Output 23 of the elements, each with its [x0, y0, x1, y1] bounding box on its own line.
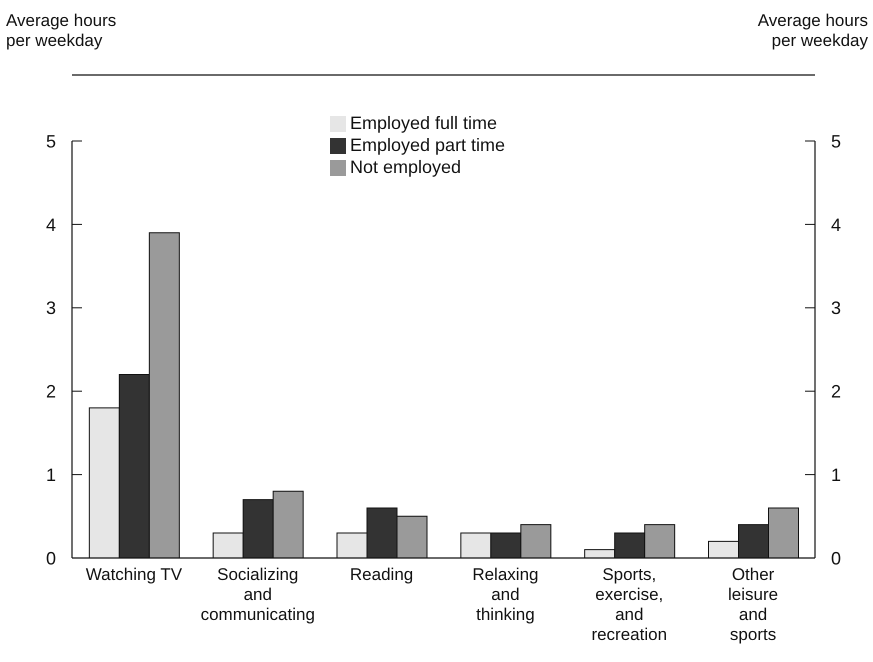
- y-tick-label: 0: [46, 548, 56, 568]
- x-tick-label: Socializing and communicating: [200, 565, 315, 624]
- x-tick-label: Sports, exercise, and recreation: [591, 565, 668, 644]
- y-tick-label: 5: [46, 131, 56, 152]
- y2-tick-label: 2: [831, 382, 842, 402]
- legend-label: Employed full time: [350, 113, 498, 133]
- y2-tick-label: 0: [831, 548, 842, 568]
- y2-axis-title: Average hours per weekday: [758, 11, 868, 50]
- y2-tick-label: 3: [831, 298, 842, 318]
- y-tick-label: 4: [46, 214, 56, 235]
- y-tick-label: 1: [46, 464, 56, 485]
- legend-label: Employed part time: [350, 135, 506, 155]
- x-tick-label: Watching TV: [86, 565, 183, 584]
- y-tick-label: 2: [46, 382, 56, 402]
- x-tick-label: Reading: [350, 565, 414, 584]
- x-tick-label: Relaxing and thinking: [472, 565, 538, 624]
- y2-tick-label: 4: [831, 214, 842, 235]
- y2-tick-label: 1: [831, 464, 842, 485]
- legend-label: Not employed: [350, 157, 462, 177]
- y-tick-label: 3: [46, 298, 56, 318]
- x-tick-label: Other leisure and sports: [728, 565, 778, 644]
- y2-tick-label: 5: [831, 131, 842, 152]
- y-axis-title: Average hours per weekday: [6, 11, 116, 50]
